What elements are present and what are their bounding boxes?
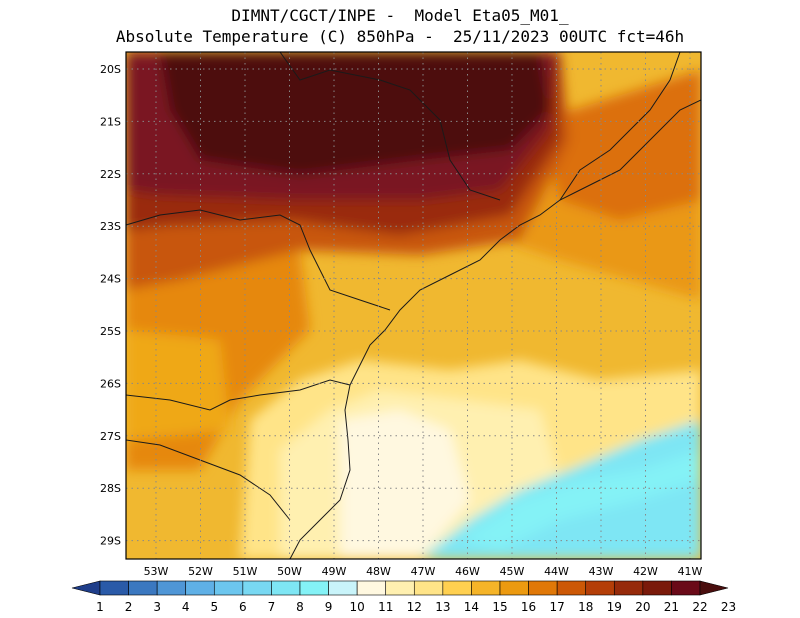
colorbar-swatch xyxy=(213,580,244,596)
longitude-label: 52W xyxy=(188,565,213,578)
field-cream xyxy=(340,410,470,559)
latitude-label: 26S xyxy=(100,377,121,390)
longitude-label: 43W xyxy=(589,565,614,578)
colorbar-swatch xyxy=(242,580,272,596)
longitude-label: 46W xyxy=(455,565,480,578)
latitude-label: 24S xyxy=(100,273,121,286)
colorbar-label: 1 xyxy=(96,600,104,614)
longitude-label: 50W xyxy=(277,565,302,578)
colorbar-arrow-high xyxy=(699,580,729,596)
colorbar-swatch xyxy=(156,580,187,596)
colorbar-label: 21 xyxy=(664,600,679,614)
longitude-label: 47W xyxy=(411,565,436,578)
longitude-label: 41W xyxy=(678,565,703,578)
field-sw-gold xyxy=(126,330,230,440)
latitude-label: 20S xyxy=(100,63,121,76)
colorbar-swatch xyxy=(328,580,358,596)
latitude-label: 22S xyxy=(100,168,121,181)
field-light-cyan xyxy=(460,450,701,550)
colorbar-label: 19 xyxy=(607,600,622,614)
colorbar-swatch xyxy=(642,580,672,596)
latitude-label: 23S xyxy=(100,220,121,233)
colorbar-label: 14 xyxy=(464,600,479,614)
latitude-label: 29S xyxy=(100,535,121,548)
colorbar-label: 12 xyxy=(407,600,422,614)
border-minas xyxy=(559,52,681,201)
colorbar-swatch xyxy=(99,580,129,596)
colorbar-swatch xyxy=(499,580,529,596)
colorbar-swatch xyxy=(299,580,329,596)
border-rio-grande xyxy=(126,439,291,521)
colorbar: 1 2 3 4 5 6 7 8 9 10 11 12 13 14 15 16 17 18 19 20 21 22 23 xyxy=(71,580,736,614)
colorbar-swatch xyxy=(556,580,587,596)
longitude-label: 49W xyxy=(322,565,347,578)
colorbar-swatch xyxy=(471,580,501,596)
colorbar-label: 23 xyxy=(721,600,736,614)
colorbar-swatch xyxy=(613,580,644,596)
colorbar-swatch xyxy=(528,580,558,596)
coastlines-borders xyxy=(126,52,701,559)
latitude-labels: 20S 21S 22S 23S 24S 25S 26S 27S 28S 29S xyxy=(100,63,121,548)
border-sao-paulo xyxy=(279,52,501,201)
latitude-label: 27S xyxy=(100,430,121,443)
colorbar-swatch xyxy=(185,580,215,596)
colorbar-label: 8 xyxy=(296,600,304,614)
colorbar-swatch xyxy=(128,580,158,596)
coastline xyxy=(289,99,701,559)
colorbar-label: 13 xyxy=(435,600,450,614)
colorbar-label: 10 xyxy=(350,600,365,614)
colorbar-swatch xyxy=(585,580,615,596)
longitude-labels: 53W 52W 51W 50W 49W 48W 47W 46W 45W 44W 43W 42W 41W xyxy=(144,565,703,578)
map-frame xyxy=(125,51,702,560)
field-east-darkorange xyxy=(540,70,701,220)
colorbar-label: 20 xyxy=(635,600,650,614)
longitude-label: 53W xyxy=(144,565,169,578)
colorbar-label: 9 xyxy=(325,600,333,614)
graticule xyxy=(126,52,701,559)
colorbar-label: 7 xyxy=(268,600,276,614)
colorbar-swatch xyxy=(442,580,472,596)
colorbar-label: 18 xyxy=(578,600,593,614)
field-core xyxy=(160,52,550,175)
latitude-label: 21S xyxy=(100,115,121,128)
colorbar-label: 11 xyxy=(378,600,393,614)
longitude-label: 51W xyxy=(233,565,258,578)
colorbar-swatch xyxy=(385,580,415,596)
colorbar-label: 5 xyxy=(210,600,218,614)
longitude-label: 45W xyxy=(500,565,525,578)
colorbar-swatch xyxy=(271,580,301,596)
colorbar-label: 2 xyxy=(125,600,133,614)
border-parana xyxy=(126,209,391,311)
colorbar-swatch xyxy=(356,580,387,596)
latitude-label: 28S xyxy=(100,482,121,495)
colorbar-swatch xyxy=(671,580,701,596)
map-title-line2: Absolute Temperature (C) 850hPa - 25/11/… xyxy=(115,27,685,46)
colorbar-label: 17 xyxy=(550,600,565,614)
colorbar-label: 3 xyxy=(153,600,161,614)
longitude-label: 42W xyxy=(633,565,658,578)
longitude-label: 44W xyxy=(544,565,569,578)
longitude-label: 48W xyxy=(366,565,391,578)
colorbar-swatch xyxy=(413,580,444,596)
latitude-label: 25S xyxy=(100,325,121,338)
map-title-line1: DIMNT/CGCT/INPE - Model Eta05_M01_ xyxy=(231,6,569,25)
colorbar-label: 22 xyxy=(692,600,707,614)
colorbar-arrow-low xyxy=(71,580,101,596)
temperature-field xyxy=(126,52,701,559)
colorbar-label: 4 xyxy=(182,600,190,614)
colorbar-label: 6 xyxy=(239,600,247,614)
border-santa-catarina xyxy=(126,379,351,411)
colorbar-label: 15 xyxy=(492,600,507,614)
colorbar-label: 16 xyxy=(521,600,536,614)
